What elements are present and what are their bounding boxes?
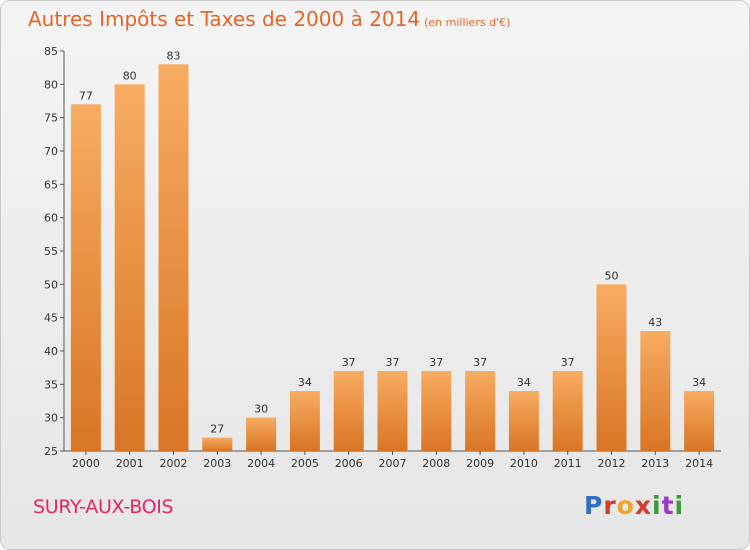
bar-value-label: 34 <box>298 376 312 389</box>
bars: 77 80 83 27 30 34 37 37 37 37 34 37 50 43 34 <box>70 49 715 452</box>
bar <box>70 104 101 451</box>
bar <box>684 391 715 451</box>
y-tick-label: 75 <box>44 112 58 125</box>
chart-title-text: Autres Impôts et Taxes de 2000 à 2014 <box>28 7 421 31</box>
bar-value-label: 50 <box>605 269 619 282</box>
bar-value-label: 34 <box>692 376 706 389</box>
bar <box>508 391 539 451</box>
x-tick-label: 2004 <box>247 457 275 470</box>
y-tick-label: 25 <box>44 445 58 458</box>
y-tick-label: 65 <box>44 178 58 191</box>
bar-value-label: 83 <box>167 49 181 62</box>
x-tick-label: 2005 <box>291 457 319 470</box>
bar-value-label: 37 <box>473 356 487 369</box>
x-tick-label: 2010 <box>510 457 538 470</box>
x-tick-label: 2008 <box>422 457 450 470</box>
bar <box>596 284 627 451</box>
x-tick-label: 2006 <box>335 457 363 470</box>
y-tick-label: 85 <box>44 45 58 58</box>
bar-value-label: 34 <box>517 376 531 389</box>
y-tick-label: 70 <box>44 145 58 158</box>
bar <box>333 371 364 451</box>
bar-value-label: 37 <box>342 356 356 369</box>
bar <box>158 64 189 452</box>
bar-value-label: 27 <box>210 423 224 436</box>
x-tick-label: 2014 <box>685 457 713 470</box>
bar <box>465 371 496 451</box>
bar <box>421 371 452 451</box>
axes: 25 30 35 40 45 50 55 60 65 70 75 80 85 2000 2001 2002 20… <box>44 45 721 470</box>
x-tick-label: 2001 <box>116 457 144 470</box>
bar <box>202 437 233 451</box>
bar <box>640 331 671 451</box>
y-tick-label: 60 <box>44 212 58 225</box>
bar-value-label: 80 <box>123 69 137 82</box>
x-tick-label: 2003 <box>203 457 231 470</box>
x-tick-label: 2002 <box>160 457 188 470</box>
bar <box>377 371 408 451</box>
bar <box>552 371 583 451</box>
proxiti-logo[interactable]: Proxiti <box>584 491 685 520</box>
x-tick-label: 2012 <box>598 457 626 470</box>
x-tick-label: 2009 <box>466 457 494 470</box>
commune-name: SURY-AUX-BOIS <box>33 496 174 518</box>
x-tick-label: 2007 <box>379 457 407 470</box>
x-tick-label: 2011 <box>554 457 582 470</box>
x-tick-label: 2013 <box>641 457 669 470</box>
chart-subtitle: (en milliers d'€) <box>424 16 511 29</box>
bar-value-label: 43 <box>648 316 662 329</box>
y-tick-label: 55 <box>44 245 58 258</box>
y-tick-label: 35 <box>44 378 58 391</box>
bar <box>114 84 145 451</box>
bar <box>246 417 277 451</box>
y-tick-label: 45 <box>44 312 58 325</box>
chart-title: Autres Impôts et Taxes de 2000 à 2014 (en… <box>28 7 510 31</box>
x-tick-label: 2000 <box>72 457 100 470</box>
y-tick-label: 80 <box>44 78 58 91</box>
bar-value-label: 30 <box>254 403 268 416</box>
bar-value-label: 37 <box>429 356 443 369</box>
bar-value-label: 37 <box>386 356 400 369</box>
bar-value-label: 37 <box>561 356 575 369</box>
bar-value-label: 77 <box>79 89 93 102</box>
bar <box>289 391 320 451</box>
y-tick-label: 40 <box>44 345 58 358</box>
y-tick-label: 30 <box>44 412 58 425</box>
y-tick-label: 50 <box>44 278 58 291</box>
